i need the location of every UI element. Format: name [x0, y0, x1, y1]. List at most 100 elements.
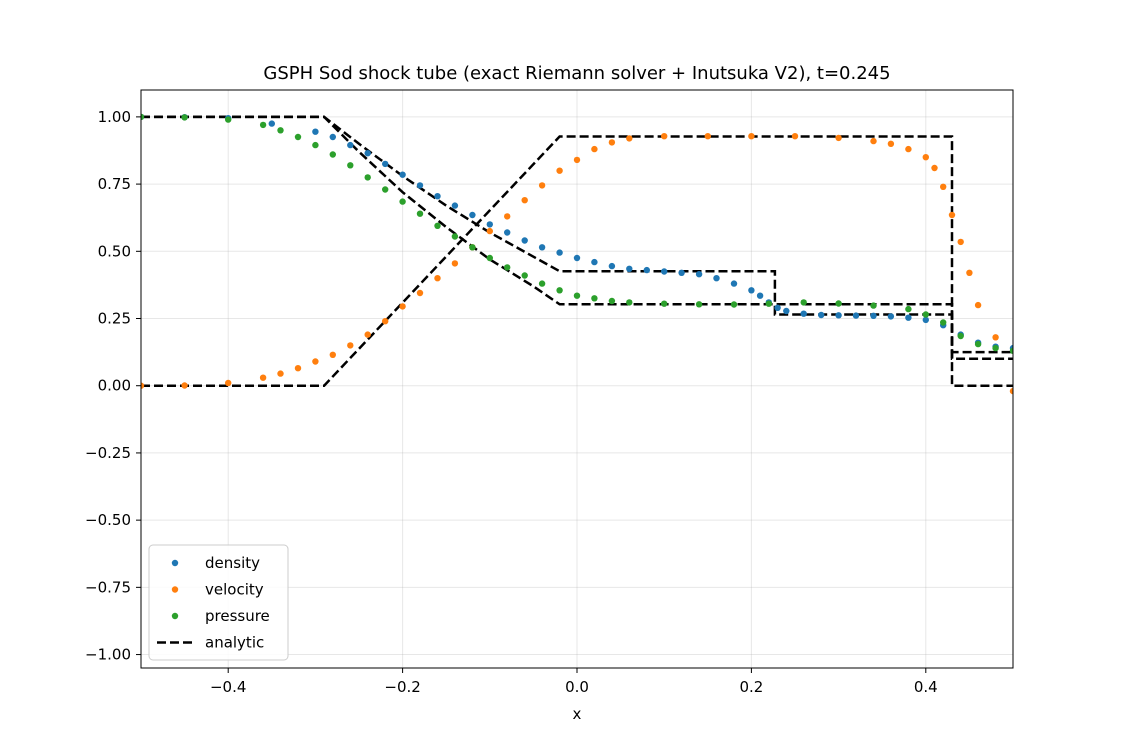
velocity-point [573, 156, 581, 164]
density-point [399, 171, 406, 178]
pressure-point [695, 301, 703, 308]
density-point [556, 249, 563, 256]
velocity-point [347, 342, 354, 349]
density-point [382, 160, 389, 168]
analytic-lines [141, 115, 1013, 387]
pressure-point [469, 244, 476, 251]
velocity-point [364, 331, 371, 338]
velocity-point [992, 334, 999, 341]
velocity-point [835, 134, 842, 142]
scatter-points [141, 113, 1013, 395]
velocity-point [957, 238, 964, 246]
density-point [416, 182, 424, 189]
density-point [730, 280, 738, 287]
velocity-point [521, 197, 528, 204]
density-point [695, 271, 703, 278]
density-point [852, 312, 860, 319]
pressure-point [940, 319, 947, 326]
velocity-point [870, 137, 877, 145]
velocity-point [399, 303, 406, 310]
x-tick-label: 0.0 [565, 678, 589, 696]
velocity-point [329, 351, 336, 358]
density-point [364, 150, 371, 157]
chart-title: GSPH Sod shock tube (exact Riemann solve… [263, 63, 890, 84]
density-point [268, 120, 275, 127]
density-point [661, 268, 668, 275]
density-point [434, 193, 441, 200]
legend-label-pressure: pressure [205, 607, 270, 625]
pressure-point [765, 300, 772, 307]
velocity-point [931, 164, 938, 172]
velocity-point [382, 318, 389, 325]
velocity-point [922, 154, 929, 161]
legend-marker-velocity [171, 586, 179, 593]
density-point [870, 312, 877, 319]
velocity-point [434, 275, 441, 282]
pressure-point [181, 114, 188, 121]
pressure-point [538, 280, 546, 287]
density-point [626, 265, 633, 272]
axis-ticks: −0.4 −0.2 0.0 0.2 0.4 −1.00 −0.75 −0.50 −0.25 0.0… [85, 108, 938, 696]
pressure-point [382, 186, 389, 193]
x-tick-label: −0.4 [210, 678, 246, 696]
velocity-point [486, 227, 493, 235]
y-tick-label: −0.25 [85, 444, 131, 462]
analytic-line [141, 135, 1013, 387]
pressure-point [992, 344, 999, 352]
pressure-point [486, 254, 493, 262]
legend-label-velocity: velocity [205, 581, 264, 599]
velocity-point [225, 379, 232, 387]
pressure-point [974, 340, 982, 348]
pressure-point [1009, 347, 1013, 354]
pressure-point [957, 332, 964, 340]
pressure-point [347, 162, 354, 169]
legend-marker-pressure [171, 612, 179, 620]
density-point [748, 287, 755, 294]
pressure-point [556, 287, 563, 294]
density-point [504, 229, 511, 236]
velocity-point [704, 133, 711, 140]
velocity-point [504, 213, 511, 220]
pressure-point [312, 141, 319, 149]
velocity-point [141, 382, 145, 389]
pressure-point [870, 302, 877, 309]
pressure-point [399, 198, 406, 205]
density-point [756, 292, 764, 299]
velocity-point [948, 211, 956, 219]
legend: density velocity pressure analytic [148, 544, 289, 661]
velocity-point [608, 139, 616, 146]
y-tick-label: 0.50 [98, 242, 131, 260]
pressure-point [730, 301, 738, 308]
density-point [469, 211, 476, 219]
pressure-point [800, 299, 807, 306]
density-point [887, 313, 895, 320]
velocity-point [974, 301, 982, 309]
velocity-point [294, 365, 302, 372]
velocity-point [748, 133, 755, 140]
density-point [591, 258, 598, 266]
grid [141, 90, 1013, 668]
velocity-point [966, 269, 973, 276]
y-tick-label: 0.00 [98, 377, 131, 395]
density-point [329, 133, 336, 141]
pressure-point [608, 297, 616, 305]
velocity-point [661, 133, 668, 140]
y-tick-label: −0.75 [85, 578, 131, 596]
pressure-point [364, 174, 371, 181]
density-point [521, 237, 528, 244]
x-axis-label: x [573, 705, 582, 723]
density-point [451, 202, 459, 209]
pressure-point [225, 116, 232, 123]
pressure-point [835, 300, 842, 307]
pressure-point [626, 299, 633, 306]
pressure-point [416, 210, 424, 217]
pressure-point [141, 113, 145, 121]
legend-label-analytic: analytic [205, 634, 264, 652]
velocity-point [626, 135, 633, 142]
velocity-point [1009, 387, 1013, 395]
velocity-point [416, 289, 424, 297]
velocity-point [181, 382, 188, 389]
pressure-point [277, 127, 284, 134]
x-tick-label: 0.2 [739, 678, 763, 696]
pressure-point [573, 292, 581, 299]
